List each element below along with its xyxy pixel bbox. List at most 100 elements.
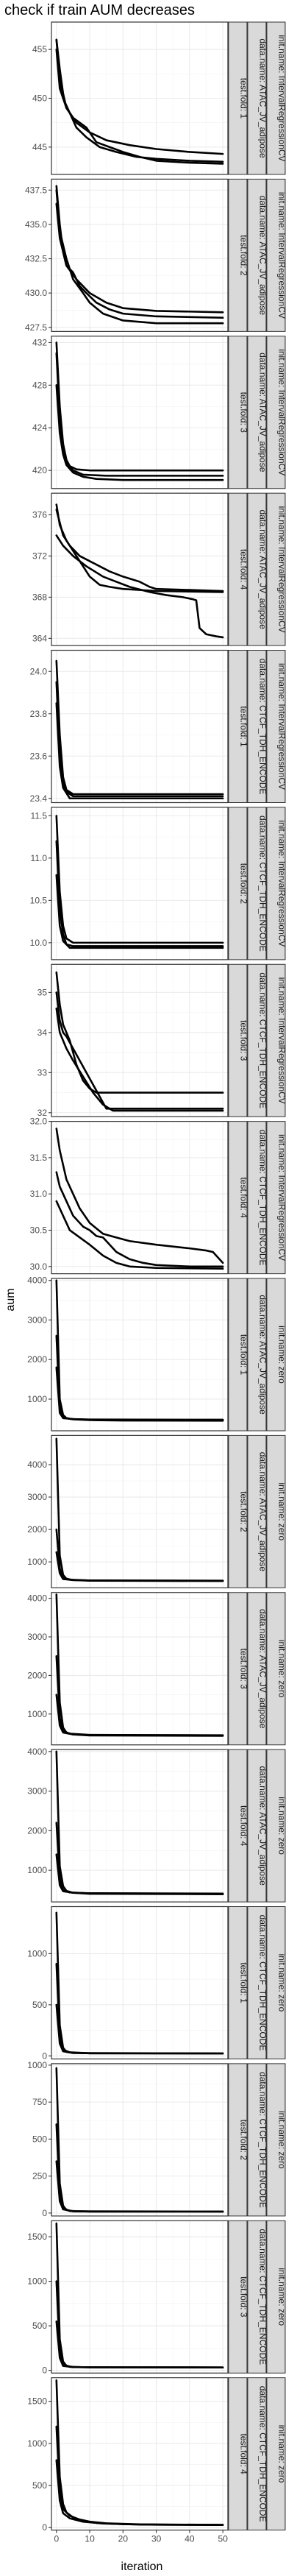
minor-grid xyxy=(51,2063,228,2216)
facet-panel: 1000 2000 3000 4000 test.fold: 4 data.name: A… xyxy=(27,1747,287,1903)
y-tick-label: 1000 xyxy=(27,1709,47,1719)
facet-panel: 1000 2000 3000 4000 test.fold: 2 data.name: A… xyxy=(27,1434,287,1588)
series-line xyxy=(55,188,224,325)
facet-panel: 1000 2000 3000 4000 test.fold: 1 data.name: A… xyxy=(27,1275,287,1432)
y-tick-label: 435.0 xyxy=(25,219,47,230)
panel-border xyxy=(51,1749,229,1903)
y-tick-label: 427.5 xyxy=(25,322,47,333)
y-tick-label: 11.5 xyxy=(31,810,48,821)
strip-data-name-label: data.name: ATAC_JV_adipose xyxy=(258,509,268,629)
strip-test-fold-label: test.fold: 4 xyxy=(239,1805,249,1847)
x-tick-label: 10 xyxy=(85,2534,95,2544)
y-tick-label: 30.5 xyxy=(30,1225,48,1235)
strip-data-name-label: data.name: ATAC_JV_adipose xyxy=(258,196,268,316)
y-tick-label: 11.0 xyxy=(31,853,48,863)
strip-data-name-label: data.name: CTCF_TDH_ENCODE xyxy=(258,659,268,795)
strip-test-fold-label: test.fold: 2 xyxy=(239,235,249,276)
strip-data-name-label: data.name: CTCF_TDH_ENCODE xyxy=(258,1915,268,2051)
strip-test-fold-box xyxy=(228,1749,248,1903)
facet-panel: 0 250 500 750 1000 test.fold: 2 data.name: CTC… xyxy=(27,2060,287,2218)
facet-panel: 364 368 372 376 test.fold: 4 data.name: ATAC_… xyxy=(32,492,287,646)
major-grid xyxy=(51,1749,228,1903)
strip-test-fold-box xyxy=(228,1278,248,1432)
strip-init-name-label: init.name: IntervalRegressionCV xyxy=(277,192,287,319)
y-tick-label: 31.5 xyxy=(30,1153,48,1163)
strip-test-fold-box xyxy=(228,21,248,175)
panel-border xyxy=(51,1906,229,2060)
facet-panel: 1000 2000 3000 4000 test.fold: 3 data.name: A… xyxy=(27,1592,287,1746)
x-tick-label: 40 xyxy=(184,2534,195,2544)
minor-grid xyxy=(51,1435,228,1588)
minor-grid xyxy=(51,1278,228,1431)
y-tick-label: 500 xyxy=(32,2321,47,2331)
y-tick-label: 34 xyxy=(37,1027,48,1038)
minor-grid xyxy=(51,1749,228,1903)
facet-panel: 0 500 1000 test.fold: 1 data.name: CTCF_TDH_… xyxy=(27,1906,287,2061)
strip-init-name-box xyxy=(266,2377,286,2531)
strip-data-name-label: data.name: ATAC_JV_adipose xyxy=(258,1766,268,1886)
x-tick-label: 50 xyxy=(218,2534,229,2544)
strip-data-name-box xyxy=(247,492,267,646)
strip-data-name-label: data.name: ATAC_JV_adipose xyxy=(258,38,268,158)
y-tick-label: 23.4 xyxy=(30,793,48,804)
series-line xyxy=(55,2003,224,2055)
strip-test-fold-box xyxy=(228,492,248,646)
minor-grid xyxy=(51,1121,228,1274)
series-line xyxy=(55,2320,224,2368)
minor-grid xyxy=(51,964,228,1117)
strip-init-name-label: init.name: zero xyxy=(277,2268,287,2326)
major-grid xyxy=(51,2221,228,2374)
y-tick-label: 30.0 xyxy=(30,1262,48,1272)
strip-test-fold-box xyxy=(228,1906,248,2059)
strip-test-fold-label: test.fold: 1 xyxy=(239,706,249,747)
strip-init-name-label: init.name: IntervalRegressionCV xyxy=(277,506,287,633)
panel-border xyxy=(51,492,229,646)
y-tick-label: 1000 xyxy=(27,2276,47,2287)
y-tick-label: 24.0 xyxy=(30,666,48,676)
y-tick-label: 250 xyxy=(32,2171,47,2182)
y-tick-label: 1000 xyxy=(27,2438,47,2449)
major-grid xyxy=(51,493,228,646)
y-tick-label: 0 xyxy=(42,2208,47,2218)
minor-grid xyxy=(51,807,228,960)
strip-test-fold-label: test.fold: 2 xyxy=(239,2120,249,2161)
y-tick-label: 1000 xyxy=(27,2060,47,2070)
strip-init-name-box xyxy=(266,2063,286,2217)
series-line xyxy=(55,38,224,165)
y-tick-label: 0 xyxy=(42,2050,47,2061)
strip-data-name-box xyxy=(247,1749,267,1903)
strip-data-name-box xyxy=(247,2377,267,2531)
panel-border xyxy=(51,2220,229,2374)
strip-data-name-label: data.name: CTCF_TDH_ENCODE xyxy=(258,972,268,1108)
minor-grid xyxy=(51,1906,228,2059)
strip-test-fold-label: test.fold: 3 xyxy=(239,1020,249,1061)
series-line xyxy=(55,2160,224,2213)
strip-data-name-box xyxy=(247,2220,267,2374)
y-tick-label: 364 xyxy=(32,633,47,643)
major-grid xyxy=(51,1121,228,1274)
x-tick-label: 20 xyxy=(118,2534,129,2544)
y-tick-label: 1000 xyxy=(27,1394,47,1404)
strip-init-name-label: init.name: IntervalRegressionCV xyxy=(277,349,287,475)
strip-data-name-label: data.name: CTCF_TDH_ENCODE xyxy=(258,1130,268,1266)
y-tick-label: 23.8 xyxy=(30,709,48,719)
strip-data-name-box xyxy=(247,178,267,332)
strip-test-fold-box xyxy=(228,2063,248,2217)
strip-test-fold-box xyxy=(228,963,248,1117)
strip-test-fold-box xyxy=(228,650,248,803)
strip-init-name-box xyxy=(266,1434,286,1588)
y-tick-label: 500 xyxy=(32,2000,47,2010)
strip-init-name-label: init.name: zero xyxy=(277,1640,287,1698)
panel-border xyxy=(51,2377,229,2531)
y-tick-label: 432.5 xyxy=(25,254,47,264)
strip-test-fold-label: test.fold: 3 xyxy=(239,1649,249,1690)
y-tick-label: 4000 xyxy=(27,1593,47,1604)
strip-data-name-box xyxy=(247,807,267,960)
x-tick-label: 30 xyxy=(151,2534,162,2544)
strip-test-fold-label: test.fold: 4 xyxy=(239,1177,249,1218)
strip-data-name-label: data.name: CTCF_TDH_ENCODE xyxy=(258,2229,268,2365)
y-tick-label: 10.5 xyxy=(30,895,48,905)
strip-data-name-box xyxy=(247,1121,267,1275)
series-line xyxy=(55,1551,224,1582)
